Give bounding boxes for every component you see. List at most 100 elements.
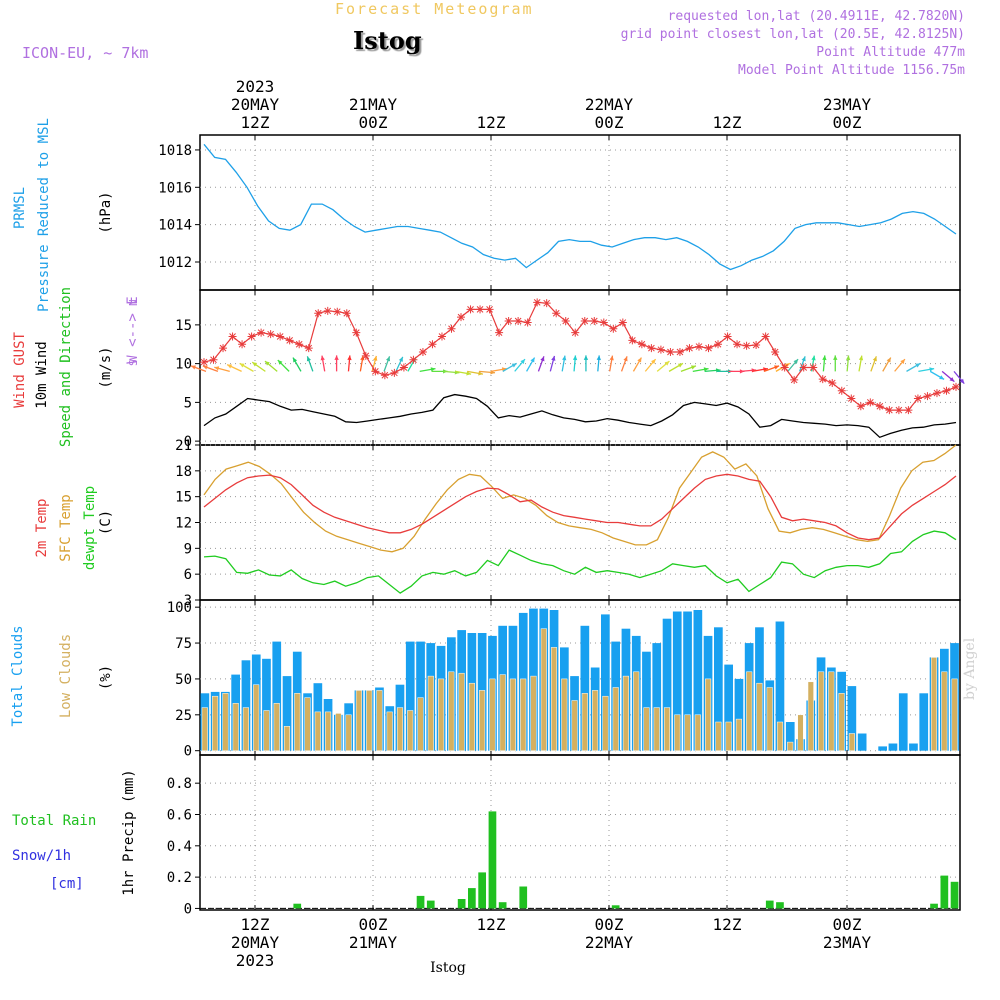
top-hour-4: 12Z	[713, 113, 742, 132]
total-cloud-bar	[857, 733, 867, 751]
gust-marker	[514, 317, 523, 325]
gust-marker	[238, 340, 247, 349]
gust-line	[203, 301, 957, 411]
gust-marker	[542, 299, 551, 308]
total-cloud-bar	[642, 651, 651, 751]
wind-arrow	[894, 358, 906, 372]
low-cloud-bar	[776, 721, 784, 751]
gust-marker	[495, 328, 504, 337]
low-cloud-bar	[458, 672, 465, 751]
low-cloud-bar	[427, 675, 434, 751]
wind-arrow	[490, 367, 507, 373]
wind-arrow	[752, 367, 769, 373]
total-cloud-bar	[693, 610, 703, 751]
ytick-label-cloud-4: 100	[167, 600, 192, 616]
low-cloud-bar	[386, 711, 393, 751]
low-cloud-bar	[612, 687, 619, 751]
wind-arrow	[644, 358, 657, 372]
ylabel-2m-temp: 2m Temp	[34, 498, 50, 557]
total-cloud-bar	[847, 686, 857, 751]
wind-arrow	[251, 361, 266, 372]
top-year-label: 2023	[236, 77, 275, 96]
ylabel-sfc-temp: SFC Temp	[58, 494, 74, 561]
low-cloud-bar	[633, 671, 640, 751]
rain-bar	[519, 886, 528, 909]
wind-arrow	[833, 355, 838, 372]
ylabel-dewpt-temp: dewpt Temp	[82, 486, 98, 570]
gust-marker	[809, 363, 818, 372]
gust-marker	[675, 348, 684, 356]
gust-marker	[561, 317, 570, 325]
low-cloud-bar	[807, 681, 814, 751]
ytick-label-temp-5: 18	[175, 464, 192, 480]
gust-marker	[418, 348, 427, 356]
gust-marker	[942, 386, 951, 395]
low-cloud-bar	[396, 707, 404, 751]
gust-marker	[590, 317, 599, 325]
panel-frame-pressure	[199, 134, 961, 291]
low-cloud-bar	[735, 718, 742, 751]
top-date-1: 21MAY	[349, 95, 398, 114]
wind-arrow	[822, 355, 827, 372]
top-hour-2: 12Z	[477, 113, 506, 132]
wind-arrow	[870, 356, 877, 372]
wind-arrow	[953, 370, 965, 385]
low-cloud-bar	[438, 678, 445, 751]
unit-label-temp: (C)	[98, 510, 114, 535]
wind-arrow	[214, 366, 230, 373]
ytick-label-wind-1: 5	[184, 395, 192, 411]
total-cloud-bar	[714, 627, 723, 751]
gust-marker	[323, 306, 332, 315]
ylabel-pressure-msl: Pressure Reduced to MSL	[36, 118, 52, 312]
ytick-label-pressure-3: 1018	[158, 143, 192, 159]
bottom-date-5: 23MAY	[823, 933, 872, 952]
gust-marker	[428, 340, 437, 349]
wind-arrow	[787, 358, 799, 372]
rain-bar	[426, 900, 435, 909]
wind-arrow	[190, 365, 207, 372]
wind-arrow	[680, 365, 697, 372]
total-cloud-bar	[775, 621, 785, 751]
compass-n: N	[127, 299, 140, 306]
gust-marker	[666, 348, 675, 356]
low-cloud-bar	[930, 657, 938, 751]
gust-marker	[276, 332, 285, 341]
ytick-label-pressure-1: 1014	[158, 218, 192, 234]
wind-arrow	[320, 355, 326, 372]
ytick-label-temp-6: 21	[175, 438, 192, 454]
bottom-date-3: 22MAY	[585, 933, 634, 952]
label-total-rain: Total Rain	[12, 813, 96, 829]
gust-marker	[504, 317, 513, 325]
gust-marker	[628, 336, 637, 345]
bottom-hour-4: 12Z	[713, 915, 742, 934]
wind-arrow	[239, 362, 254, 372]
low-cloud-bar	[499, 674, 506, 751]
gust-marker	[285, 336, 294, 345]
wind-arrow	[572, 355, 578, 372]
unit-label-precip: 1hr Precip (mm)	[121, 769, 137, 895]
low-cloud-bar	[232, 703, 239, 751]
low-cloud-bar	[325, 711, 332, 751]
low-cloud-bar	[253, 684, 260, 751]
model-label: ICON-EU, ~ 7km	[22, 44, 149, 62]
low-cloud-bar	[561, 678, 568, 751]
gust-marker	[333, 307, 342, 316]
wind-arrow	[632, 357, 642, 372]
bottom-year-0: 2023	[236, 951, 275, 970]
gust-marker	[304, 344, 313, 353]
top-hour-5: 00Z	[833, 113, 862, 132]
compass-we: W <--> E	[125, 296, 141, 363]
wind-arrow	[202, 365, 219, 372]
total-cloud-bar	[241, 660, 251, 751]
bottom-hour-0: 12Z	[241, 915, 270, 934]
total-cloud-bar	[898, 693, 908, 751]
wind-arrow	[383, 356, 391, 372]
ytick-label-temp-2: 9	[184, 541, 192, 557]
total-cloud-bar	[580, 625, 590, 751]
gust-marker	[828, 379, 837, 387]
low-cloud-bar	[746, 671, 753, 751]
ytick-label-pressure-0: 1012	[158, 255, 192, 271]
meteogram-title: Forecast Meteogram	[335, 0, 534, 18]
panel-frame-wind	[199, 289, 961, 446]
gust-marker	[837, 386, 846, 395]
